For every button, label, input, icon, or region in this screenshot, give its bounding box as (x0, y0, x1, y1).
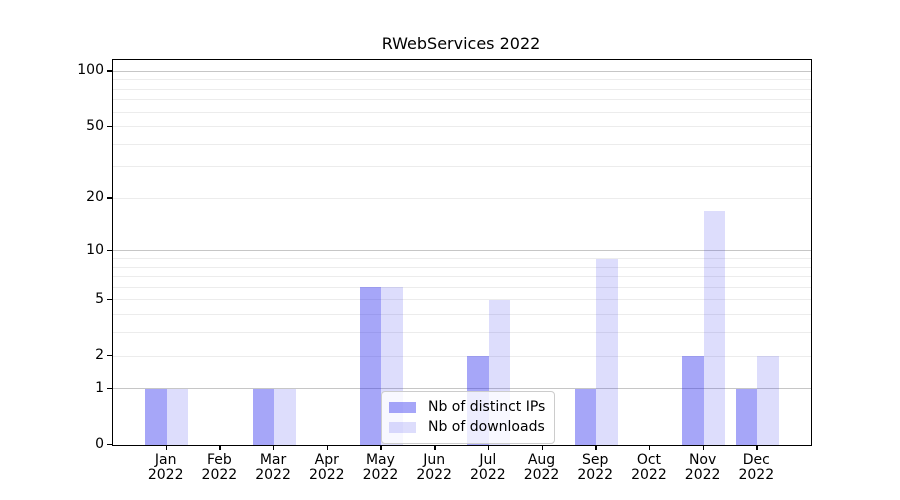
gridline-minor (113, 355, 811, 357)
legend-item-downloads: Nb of downloads (389, 417, 545, 437)
legend-swatch-downloads (389, 421, 416, 433)
gridline-minor (113, 79, 811, 81)
y-tick-label: 50 (86, 117, 104, 134)
y-tick-label: 20 (86, 189, 104, 206)
y-tick-mark (107, 197, 112, 199)
x-tick-mark (326, 445, 329, 450)
gridline-minor (113, 88, 811, 90)
gridline-minor (113, 99, 811, 101)
bar-dec-ips (735, 388, 758, 445)
gridline-major (113, 250, 811, 252)
x-tick-label-feb: Feb 2022 (201, 452, 238, 483)
y-tick-label: 5 (95, 290, 104, 307)
x-tick-mark (595, 445, 597, 450)
y-tick-mark (107, 387, 112, 390)
y-tick-mark (107, 355, 112, 357)
x-tick-label-sep: Sep 2022 (577, 452, 614, 483)
bar-jan-downloads (166, 388, 189, 445)
gridline-minor (113, 111, 811, 113)
gridline-minor (113, 299, 811, 301)
y-tick-mark (107, 298, 112, 301)
bar-mar-downloads (274, 388, 296, 445)
legend-swatch-distinct-ips (389, 401, 416, 413)
x-tick-label-nov: Nov 2022 (684, 452, 721, 483)
gridline-minor (113, 276, 811, 278)
x-tick-mark (756, 445, 758, 450)
x-tick-mark (380, 445, 382, 450)
bar-sep-downloads (596, 258, 618, 445)
gridline-major (113, 388, 811, 390)
x-tick-label-jun: Jun 2022 (416, 452, 452, 483)
x-tick-label-aug: Aug 2022 (523, 452, 560, 483)
x-tick-label-mar: Mar 2022 (255, 452, 291, 483)
y-tick-label: 1 (95, 379, 104, 396)
bar-nov-downloads (703, 210, 726, 445)
legend-label-downloads: Nb of downloads (428, 419, 545, 435)
y-tick-label: 10 (86, 241, 104, 258)
legend: Nb of distinct IPs Nb of downloads (381, 391, 556, 444)
x-tick-mark (165, 445, 168, 450)
gridline-major (113, 70, 811, 72)
x-tick-label-dec: Dec 2022 (738, 452, 775, 483)
gridline-minor (113, 332, 811, 334)
bar-jan-ips (145, 388, 167, 445)
gridline-minor (113, 286, 811, 288)
bar-mar-ips (252, 388, 275, 445)
gridline-minor (113, 126, 811, 128)
x-tick-mark (219, 445, 221, 450)
gridline-minor (113, 258, 811, 259)
y-tick-mark (107, 125, 112, 127)
x-tick-mark (648, 445, 651, 450)
gridline-minor (113, 166, 811, 168)
x-tick-label-may: May 2022 (362, 452, 399, 483)
legend-label-distinct-ips: Nb of distinct IPs (428, 399, 546, 415)
bar-sep-ips (574, 388, 597, 445)
bar-dec-downloads (757, 356, 779, 445)
x-tick-label-jul: Jul 2022 (470, 452, 506, 483)
x-tick-mark (434, 445, 436, 450)
gridline-minor (113, 314, 811, 316)
x-tick-mark (702, 445, 704, 450)
y-tick-label: 0 (95, 436, 104, 452)
y-tick-label: 2 (95, 347, 104, 364)
x-tick-mark (273, 445, 275, 450)
gridline-minor (113, 143, 811, 145)
bar-may-ips (359, 287, 382, 445)
legend-item-distinct-ips: Nb of distinct IPs (389, 397, 545, 417)
y-tick-label: 100 (77, 62, 104, 79)
x-tick-label-apr: Apr 2022 (308, 452, 345, 483)
plot-area: Nb of distinct IPs Nb of downloads (112, 59, 812, 446)
chart-title: RWebServices 2022 (381, 34, 541, 53)
y-tick-mark (107, 70, 112, 72)
y-tick-mark (107, 249, 112, 252)
y-tick-mark (107, 444, 112, 446)
gridline-minor (113, 266, 811, 268)
x-tick-label-jan: Jan 2022 (147, 452, 184, 483)
x-tick-mark (487, 445, 490, 450)
x-tick-label-oct: Oct 2022 (631, 452, 667, 483)
gridline-minor (113, 197, 811, 199)
bar-nov-ips (682, 356, 704, 445)
x-tick-mark (541, 445, 543, 450)
